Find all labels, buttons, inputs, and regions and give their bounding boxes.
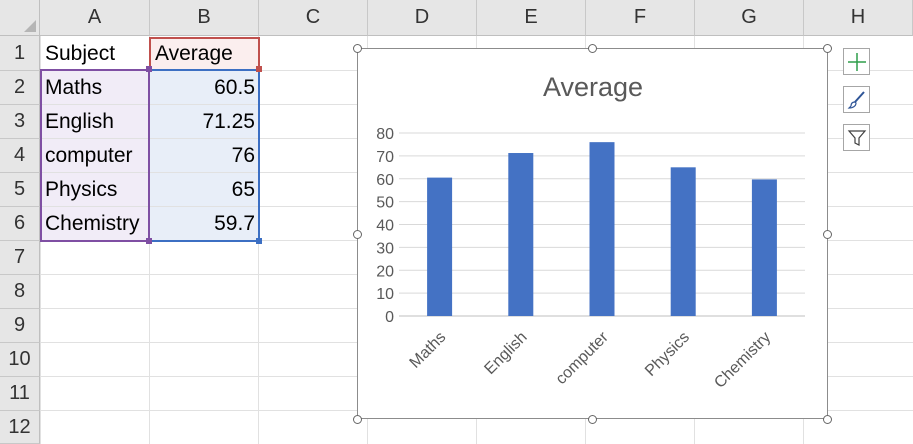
row-header-2[interactable]: 2 bbox=[0, 71, 40, 105]
chart-elements-button[interactable] bbox=[843, 48, 870, 75]
bar-physics[interactable] bbox=[670, 167, 696, 316]
column-header-b[interactable]: B bbox=[150, 0, 259, 36]
cell-b2[interactable]: 60.5 bbox=[214, 76, 255, 99]
chart-title[interactable]: Average bbox=[543, 72, 643, 102]
y-tick-label: 50 bbox=[376, 195, 394, 212]
y-tick-label: 40 bbox=[376, 218, 394, 235]
value-range-highlight bbox=[150, 70, 260, 241]
column-header-e[interactable]: E bbox=[477, 0, 586, 36]
y-tick-label: 60 bbox=[376, 172, 394, 189]
header-cell-highlight bbox=[150, 37, 260, 70]
cell-b6[interactable]: 59.7 bbox=[214, 212, 255, 235]
row-header-10[interactable]: 10 bbox=[0, 343, 40, 377]
cell-a2[interactable]: Maths bbox=[45, 76, 103, 99]
bar-computer[interactable] bbox=[589, 142, 615, 316]
cell-b4[interactable]: 76 bbox=[231, 144, 255, 167]
column-header-h[interactable]: H bbox=[804, 0, 913, 36]
y-tick-label: 20 bbox=[376, 263, 394, 280]
column-header-g[interactable]: G bbox=[695, 0, 804, 36]
x-tick-label: Physics bbox=[642, 329, 693, 380]
row-header-3[interactable]: 3 bbox=[0, 105, 40, 139]
bar-chart: Average 0 10 20 30 40 50 60 70 80 Maths English co… bbox=[376, 72, 805, 392]
cell-b1[interactable]: Average bbox=[155, 42, 233, 65]
y-tick-label: 0 bbox=[385, 309, 394, 326]
resize-handle-bottom[interactable] bbox=[588, 415, 597, 424]
column-header-f[interactable]: F bbox=[586, 0, 695, 36]
chart-filters-button[interactable] bbox=[843, 124, 870, 151]
row-header-7[interactable]: 7 bbox=[0, 241, 40, 275]
column-header-c[interactable]: C bbox=[259, 0, 368, 36]
y-tick-label: 30 bbox=[376, 240, 394, 257]
brush-icon bbox=[847, 90, 865, 109]
row-header-6[interactable]: 6 bbox=[0, 207, 40, 241]
resize-handle-top[interactable] bbox=[588, 44, 597, 53]
row-header-9[interactable]: 9 bbox=[0, 309, 40, 343]
funnel-icon bbox=[847, 129, 866, 146]
resize-handle-bottom-left[interactable] bbox=[353, 415, 362, 424]
range-handle[interactable] bbox=[256, 66, 262, 72]
column-header-a[interactable]: A bbox=[40, 0, 150, 36]
header-range-border bbox=[149, 37, 260, 70]
row-header-4[interactable]: 4 bbox=[0, 139, 40, 173]
cell-a6[interactable]: Chemistry bbox=[45, 212, 140, 235]
resize-handle-right[interactable] bbox=[823, 230, 832, 239]
resize-handle-top-left[interactable] bbox=[353, 44, 362, 53]
category-range-highlight bbox=[40, 70, 150, 241]
row-header-5[interactable]: 5 bbox=[0, 173, 40, 207]
select-all-corner[interactable] bbox=[0, 0, 40, 36]
cell-b3[interactable]: 71.25 bbox=[202, 110, 255, 133]
cell-a5[interactable]: Physics bbox=[45, 178, 118, 201]
cell-a3[interactable]: English bbox=[45, 110, 114, 133]
row-header-12[interactable]: 12 bbox=[0, 411, 40, 444]
y-tick-label: 80 bbox=[376, 126, 394, 143]
y-tick-label: 10 bbox=[376, 286, 394, 303]
chart-area[interactable]: Average 0 10 20 30 40 50 60 70 80 Maths English co… bbox=[357, 48, 828, 419]
resize-handle-bottom-right[interactable] bbox=[823, 415, 832, 424]
x-tick-label: English bbox=[481, 329, 530, 378]
cell-b5[interactable]: 65 bbox=[231, 178, 255, 201]
plus-icon bbox=[847, 52, 866, 71]
cell-a4[interactable]: computer bbox=[45, 144, 133, 167]
x-tick-label: Maths bbox=[407, 329, 450, 372]
chart-styles-button[interactable] bbox=[843, 86, 870, 113]
resize-handle-top-right[interactable] bbox=[823, 44, 832, 53]
resize-handle-left[interactable] bbox=[353, 230, 362, 239]
y-tick-label: 70 bbox=[376, 149, 394, 166]
value-range-border bbox=[149, 69, 260, 242]
bar-chemistry[interactable] bbox=[751, 179, 777, 316]
bar-english[interactable] bbox=[508, 153, 534, 316]
range-handle[interactable] bbox=[146, 238, 152, 244]
range-handle[interactable] bbox=[146, 66, 152, 72]
row-header-11[interactable]: 11 bbox=[0, 377, 40, 411]
row-header-1[interactable]: 1 bbox=[0, 36, 40, 71]
x-tick-label: computer bbox=[553, 328, 613, 388]
category-range-border bbox=[40, 69, 150, 242]
range-handle[interactable] bbox=[256, 238, 262, 244]
x-tick-label: Chemistry bbox=[711, 329, 774, 392]
row-header-8[interactable]: 8 bbox=[0, 275, 40, 309]
cell-a1[interactable]: Subject bbox=[45, 42, 116, 65]
column-header-d[interactable]: D bbox=[368, 0, 477, 36]
bar-maths[interactable] bbox=[427, 177, 453, 316]
